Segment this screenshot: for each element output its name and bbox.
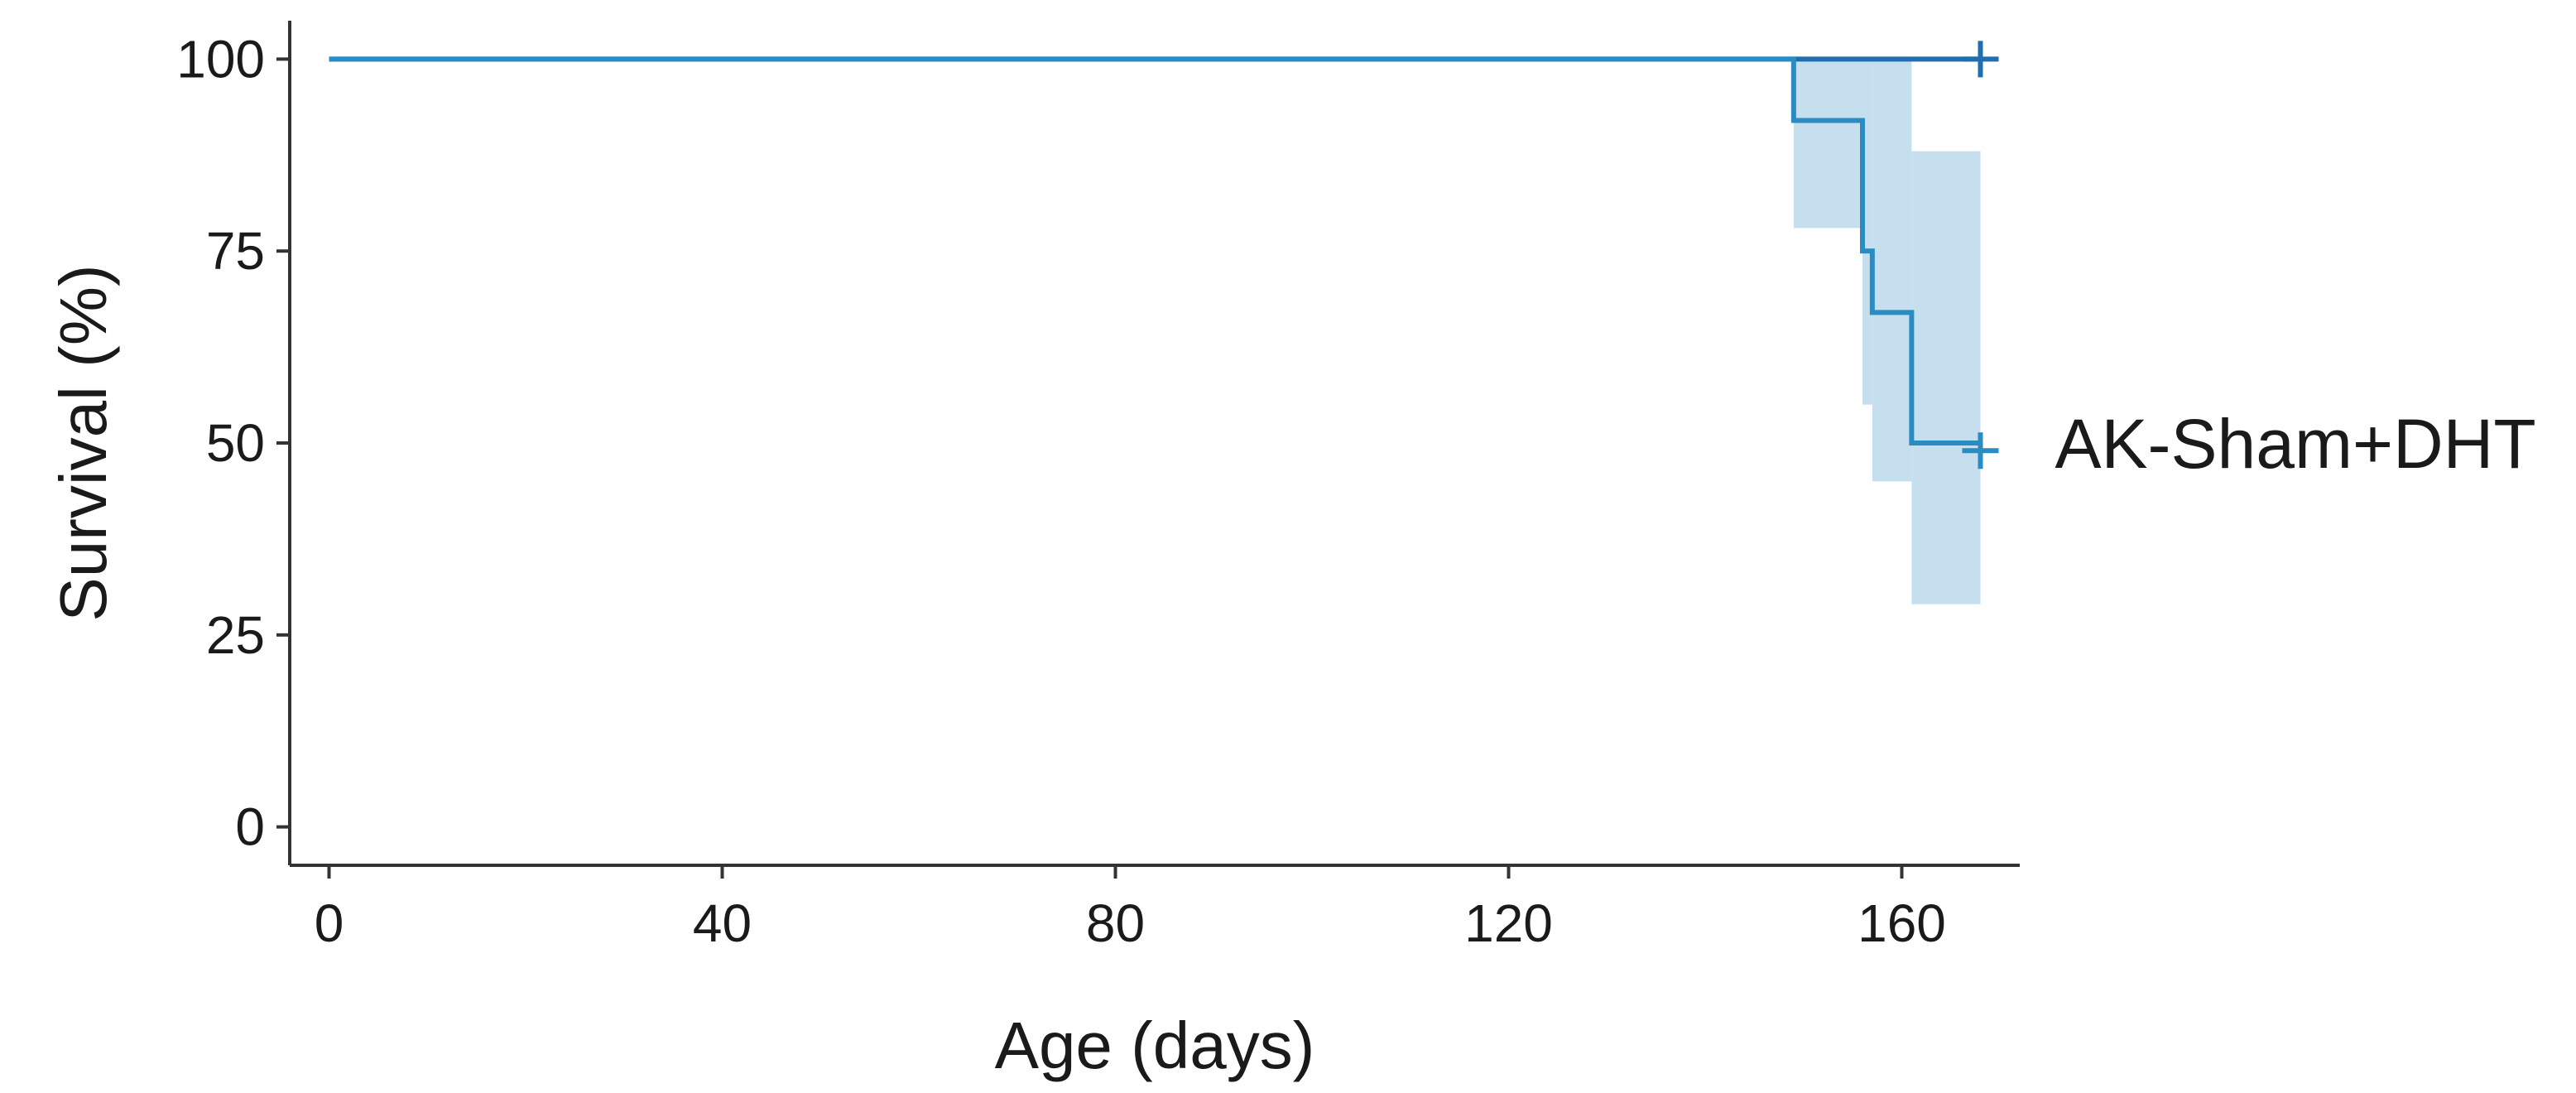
ticks: 0 25 50 75 100 0 40 80 120 160 <box>176 29 1946 953</box>
y-axis-title: Survival (%) <box>46 264 120 621</box>
axes <box>288 21 2020 867</box>
confidence-bands <box>1793 59 1981 604</box>
x-tick-label: 40 <box>693 893 752 953</box>
x-axis-title: Age (days) <box>995 1009 1315 1082</box>
ci-band <box>1793 59 1862 229</box>
y-tick-label: 50 <box>206 413 265 473</box>
y-tick-label: 25 <box>206 605 265 665</box>
ci-band <box>1872 59 1912 482</box>
x-tick-label: 80 <box>1086 893 1145 953</box>
y-tick-label: 100 <box>176 29 265 89</box>
x-tick-label: 120 <box>1464 893 1553 953</box>
censor-mark <box>1962 432 1999 469</box>
series-label: AK-Sham+DHT <box>2055 405 2536 483</box>
y-tick-label: 75 <box>206 221 265 281</box>
survival-curve-1 <box>329 56 1981 445</box>
x-tick-label: 0 <box>315 893 344 953</box>
y-tick-label: 0 <box>235 797 265 857</box>
ci-band <box>1862 59 1872 405</box>
x-tick-label: 160 <box>1858 893 1946 953</box>
censor-mark <box>1962 41 1999 78</box>
survival-curves <box>329 41 1999 469</box>
ci-band <box>1911 151 1981 604</box>
